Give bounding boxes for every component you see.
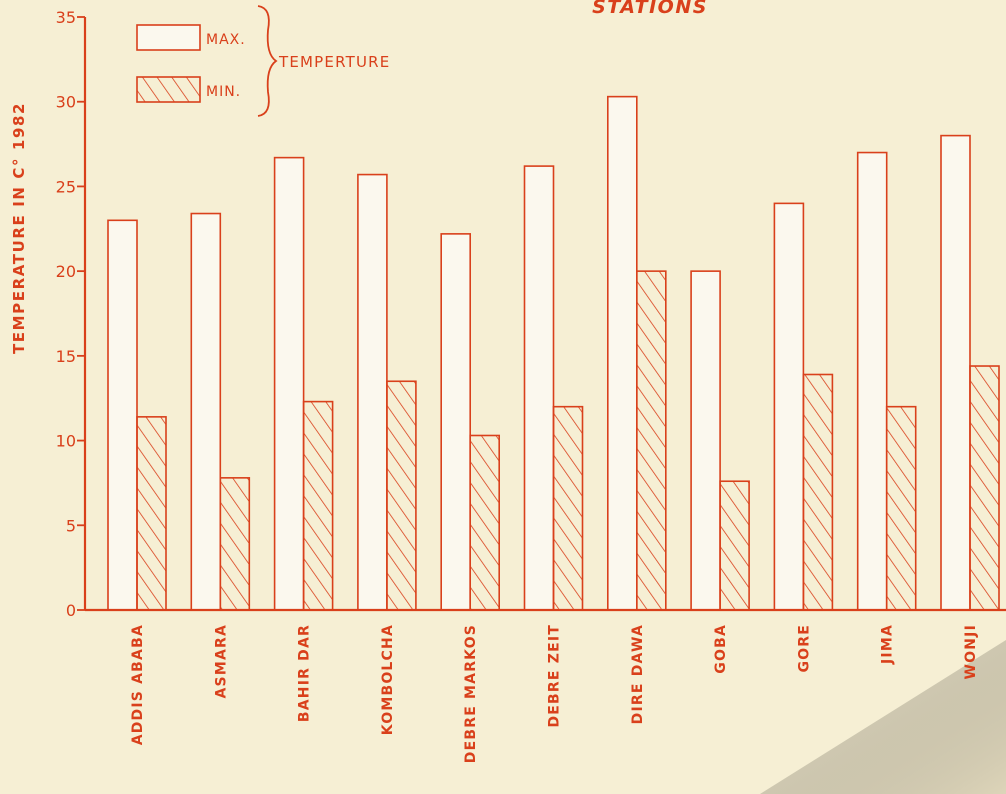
y-tick-label: 10 bbox=[56, 432, 76, 451]
y-tick-label: 30 bbox=[56, 93, 76, 112]
bar-max bbox=[357, 173, 388, 611]
bar-min bbox=[802, 373, 834, 611]
y-tick-label: 35 bbox=[56, 8, 76, 27]
bar-max bbox=[273, 156, 305, 611]
bar-max bbox=[940, 134, 971, 611]
bar-max bbox=[773, 202, 805, 611]
y-tick-label: 0 bbox=[66, 601, 76, 620]
x-tick-label: DEBRE ZEIT bbox=[547, 624, 563, 728]
bar-max bbox=[190, 212, 222, 611]
bar-max bbox=[606, 95, 638, 611]
bar-max bbox=[690, 270, 721, 611]
y-tick-label: 15 bbox=[56, 347, 76, 366]
x-tick-label: DIRE DAWA bbox=[630, 624, 646, 724]
bar-min bbox=[719, 480, 750, 611]
page-shadow bbox=[760, 640, 1006, 794]
bar-min bbox=[136, 416, 167, 611]
legend-label-min: MIN. bbox=[206, 84, 241, 100]
bar-min bbox=[552, 405, 584, 611]
bar-max bbox=[856, 151, 888, 611]
x-tick-label: DEBRE MARKOS bbox=[463, 624, 479, 763]
bar-min bbox=[386, 380, 417, 611]
bar-min bbox=[302, 400, 334, 611]
y-tick-label: 20 bbox=[56, 262, 76, 281]
x-tick-label: GOBA bbox=[713, 624, 729, 674]
y-axis-label: TEMPERATURE IN C° 1982 bbox=[10, 102, 28, 354]
x-tick-label: KOMBOLCHA bbox=[380, 624, 396, 735]
x-tick-label: BAHIR DAR bbox=[297, 624, 313, 722]
x-tick-label: ASMARA bbox=[213, 624, 229, 699]
legend-group-label: TEMPERTURE bbox=[278, 53, 390, 71]
y-tick-label: 5 bbox=[66, 516, 76, 535]
legend: MAX. MIN. TEMPERTURE bbox=[136, 5, 390, 117]
legend-label-max: MAX. bbox=[206, 32, 246, 48]
x-tick-label: GORE bbox=[796, 624, 812, 673]
bar-max bbox=[107, 219, 138, 611]
bar-max bbox=[440, 233, 472, 611]
bar-max bbox=[523, 165, 555, 611]
x-tick-label: WONJI bbox=[963, 624, 979, 679]
legend-brace bbox=[257, 5, 278, 117]
x-tick-label: JIMA bbox=[880, 624, 896, 665]
bar-min bbox=[969, 365, 1000, 611]
chart-title: STATIONS bbox=[592, 0, 708, 18]
y-tick-label: 25 bbox=[56, 177, 76, 196]
x-tick-label: ADDIS ABABA bbox=[130, 624, 146, 745]
bar-min bbox=[885, 405, 917, 611]
legend-swatch-min bbox=[136, 76, 201, 103]
bar-min bbox=[219, 477, 251, 611]
bar-min bbox=[469, 434, 501, 611]
legend-swatch-max bbox=[136, 24, 201, 51]
bar-min bbox=[635, 270, 667, 611]
